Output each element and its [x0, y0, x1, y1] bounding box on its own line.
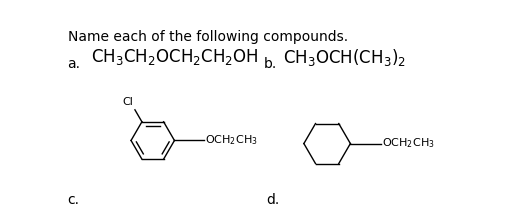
Text: $\mathregular{OCH_2CH_3}$: $\mathregular{OCH_2CH_3}$: [205, 133, 258, 147]
Text: d.: d.: [267, 193, 280, 207]
Text: $\mathregular{CH_3CH_2OCH_2CH_2OH}$: $\mathregular{CH_3CH_2OCH_2CH_2OH}$: [91, 47, 259, 67]
Text: b.: b.: [264, 57, 277, 71]
Text: Name each of the following compounds.: Name each of the following compounds.: [68, 30, 348, 44]
Text: $\mathregular{CH_3OCH(CH_3)_2}$: $\mathregular{CH_3OCH(CH_3)_2}$: [283, 47, 406, 68]
Text: c.: c.: [68, 193, 79, 207]
Text: Cl: Cl: [123, 97, 133, 107]
Text: $\mathregular{OCH_2CH_3}$: $\mathregular{OCH_2CH_3}$: [382, 137, 435, 151]
Text: a.: a.: [68, 57, 80, 71]
